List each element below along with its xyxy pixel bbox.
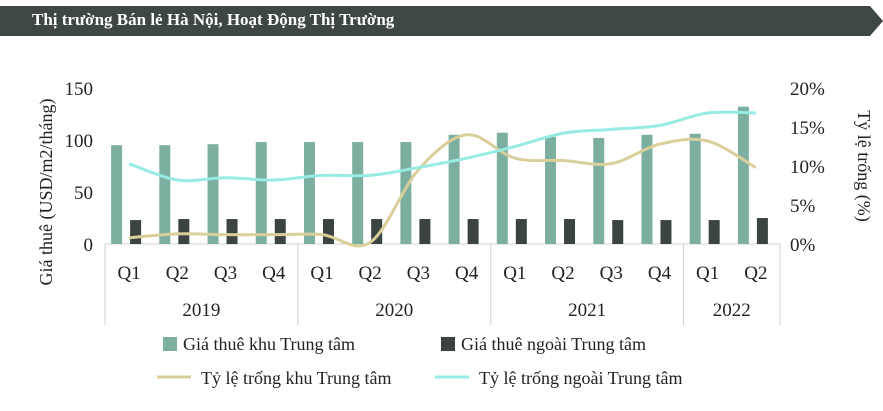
bar-central xyxy=(352,142,364,244)
x-tick-label: Q4 xyxy=(648,263,672,284)
x-tick-label: Q2 xyxy=(166,263,189,284)
bar-central xyxy=(737,106,749,244)
bars-group xyxy=(111,106,768,244)
y-tick-label: 50 xyxy=(74,183,93,204)
legend: Giá thuê khu Trung tâm Giá thuê ngoài Tru… xyxy=(157,334,683,388)
bar-central xyxy=(255,142,267,244)
bar-central xyxy=(496,132,508,244)
x-tick-label: Q2 xyxy=(359,263,382,284)
y-tick-label: 0 xyxy=(84,235,94,256)
legend-label: Giá thuê khu Trung tâm xyxy=(183,334,355,354)
bar-outer xyxy=(660,220,672,244)
y2-tick-label: 10% xyxy=(790,157,825,178)
bar-outer xyxy=(756,218,768,244)
bar-outer xyxy=(467,219,479,244)
line-outer-vacancy xyxy=(128,110,756,183)
bar-outer xyxy=(419,219,431,244)
year-label: 2019 xyxy=(182,300,220,321)
bar-central xyxy=(689,133,701,244)
bar-outer xyxy=(612,220,624,244)
x-tick-label: Q1 xyxy=(310,263,333,284)
y2-tick-label: 0% xyxy=(790,235,816,256)
bar-outer xyxy=(226,219,238,244)
year-label: 2020 xyxy=(375,300,413,321)
bar-outer xyxy=(564,219,576,244)
bar-outer xyxy=(708,220,720,244)
y2-tick-label: 5% xyxy=(790,196,816,217)
bar-central xyxy=(448,134,460,244)
bar-central xyxy=(593,137,605,244)
bar-central xyxy=(303,142,315,244)
x-tick-label: Q3 xyxy=(214,263,237,284)
year-label: 2022 xyxy=(713,300,751,321)
bar-central xyxy=(111,145,123,244)
x-tick-label: Q3 xyxy=(407,263,430,284)
bar-central xyxy=(641,134,653,244)
legend-label: Giá thuê ngoài Trung tâm xyxy=(461,334,646,354)
bar-central xyxy=(400,142,412,244)
legend-label: Tỷ lệ trống ngoài Trung tâm xyxy=(479,368,683,388)
y-axis-title: Giá thuê (USD/m2/tháng) xyxy=(36,99,57,286)
axes-group: 0 50 100 150 0% 5% 10% 15% 20% Q1 Q2 Q3 Q4 Q1 Q2 Q3 Q4 Q1… xyxy=(36,79,874,321)
y-tick-label: 150 xyxy=(65,79,94,100)
legend-label: Tỷ lệ trống khu Trung tâm xyxy=(201,368,392,388)
y2-axis-title: Tỷ lệ trống (%) xyxy=(853,110,874,221)
legend-swatch xyxy=(163,337,177,351)
bar-central xyxy=(207,144,219,244)
legend-swatch xyxy=(441,337,455,351)
line-central-vacancy xyxy=(128,133,757,248)
title-banner xyxy=(0,6,883,36)
x-tick-label: Q1 xyxy=(117,263,140,284)
x-tick-label: Q1 xyxy=(696,263,719,284)
y-tick-label: 100 xyxy=(65,131,94,152)
bar-outer xyxy=(178,219,190,244)
bar-outer xyxy=(130,220,142,244)
year-label: 2021 xyxy=(568,300,606,321)
x-tick-label: Q2 xyxy=(551,263,574,284)
y2-tick-label: 20% xyxy=(790,79,825,100)
bar-outer xyxy=(274,219,286,244)
x-tick-label: Q4 xyxy=(455,263,479,284)
y2-tick-label: 15% xyxy=(790,118,825,139)
x-tick-label: Q1 xyxy=(503,263,526,284)
x-tick-label: Q2 xyxy=(744,263,767,284)
x-tick-label: Q4 xyxy=(262,263,286,284)
bar-central xyxy=(545,136,557,244)
bar-outer xyxy=(515,219,527,244)
lines-group xyxy=(128,110,757,248)
chart-title: Thị trường Bán lẻ Hà Nội, Hoạt Động Thị … xyxy=(32,10,395,29)
bar-central xyxy=(159,145,171,244)
bar-outer xyxy=(371,219,383,244)
x-tick-label: Q3 xyxy=(600,263,623,284)
bar-outer xyxy=(322,219,334,244)
